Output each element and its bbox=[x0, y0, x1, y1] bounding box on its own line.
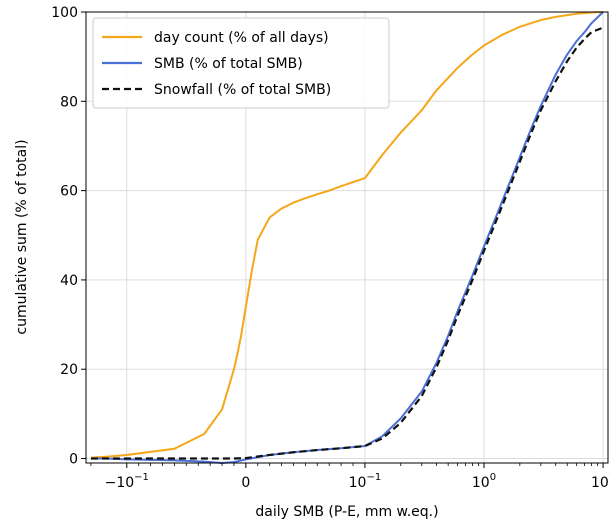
y-tick-label: 0 bbox=[69, 452, 78, 468]
y-tick-label: 60 bbox=[60, 184, 78, 200]
x-tick-label: 100 bbox=[472, 472, 496, 491]
x-tick-exponent: −1 bbox=[366, 472, 381, 483]
legend-box bbox=[92, 17, 390, 109]
legend-label-day-count: day count (% of all days) bbox=[154, 30, 329, 46]
x-tick-base: −10 bbox=[105, 475, 135, 491]
x-tick-label: 0 bbox=[241, 475, 250, 491]
x-axis-label: daily SMB (P-E, mm w.eq.) bbox=[255, 504, 438, 520]
x-tick-exponent: 1 bbox=[609, 472, 610, 483]
plot-frame bbox=[85, 11, 609, 464]
x-tick-base: 10 bbox=[472, 475, 490, 491]
y-axis: 0 20 40 60 80 100 bbox=[51, 5, 86, 468]
y-tick-label: 20 bbox=[60, 362, 78, 378]
x-tick-base: 10 bbox=[591, 475, 609, 491]
x-tick-exponent: −1 bbox=[134, 472, 149, 483]
y-tick-label: 80 bbox=[60, 94, 78, 110]
x-tick-label: 101 bbox=[591, 472, 610, 491]
x-tick-label: 10−1 bbox=[349, 472, 382, 491]
x-tick-base: 0 bbox=[241, 475, 250, 491]
x-tick-label: −10−1 bbox=[105, 472, 149, 491]
x-tick-exponent: 0 bbox=[490, 472, 496, 483]
legend: day count (% of all days) SMB (% of tota… bbox=[92, 17, 390, 109]
y-tick-label: 40 bbox=[60, 273, 78, 289]
y-axis-label: cumulative sum (% of total) bbox=[14, 139, 30, 334]
series-line-snowfall bbox=[90, 26, 604, 460]
series-line-day-count bbox=[90, 11, 604, 459]
y-tick-label: 100 bbox=[51, 5, 78, 21]
legend-label-snowfall: Snowfall (% of total SMB) bbox=[154, 82, 331, 98]
x-tick-base: 10 bbox=[349, 475, 367, 491]
legend-label-smb: SMB (% of total SMB) bbox=[154, 56, 303, 72]
